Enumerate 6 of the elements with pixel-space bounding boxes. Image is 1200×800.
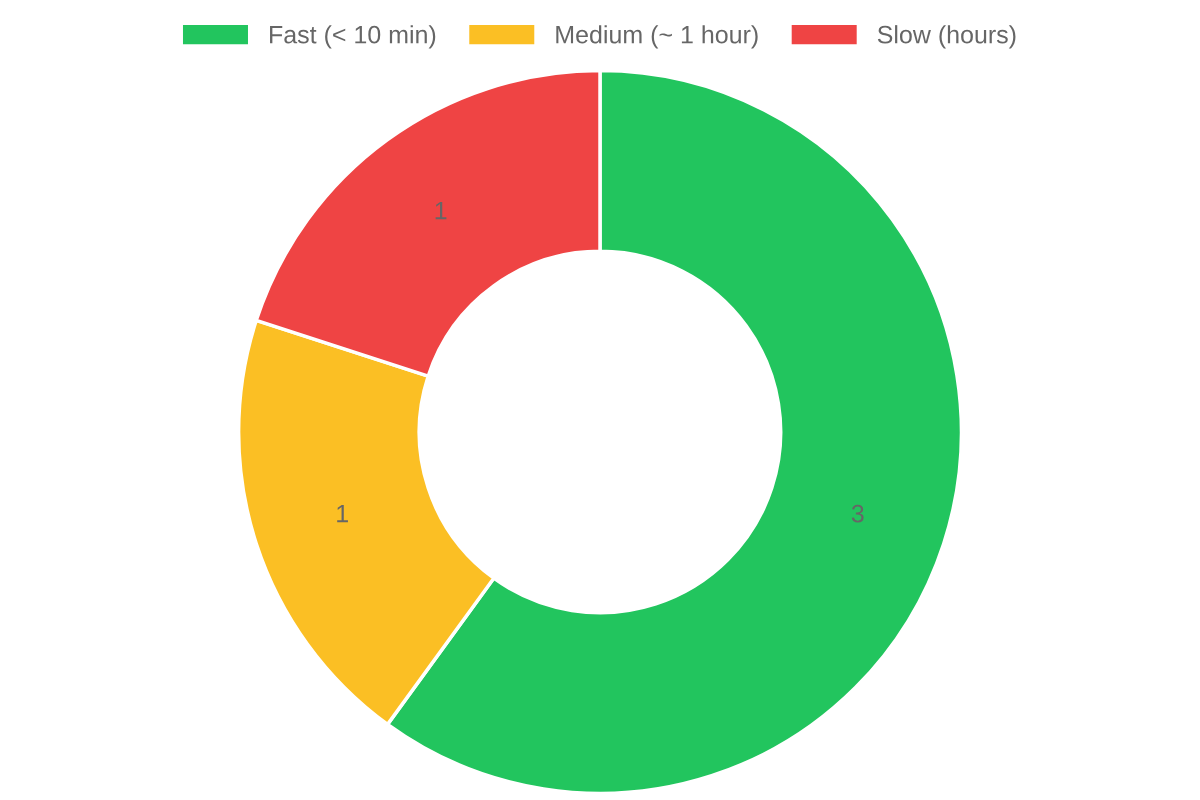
legend-label: Fast (< 10 min): [270, 25, 436, 49]
data-label: 1: [435, 201, 447, 220]
legend-label: Slow (hours): [877, 25, 1016, 49]
data-label: 3: [851, 504, 864, 523]
legend-label: Medium (~ 1 hour): [556, 25, 758, 49]
data-label: 1: [337, 505, 348, 523]
